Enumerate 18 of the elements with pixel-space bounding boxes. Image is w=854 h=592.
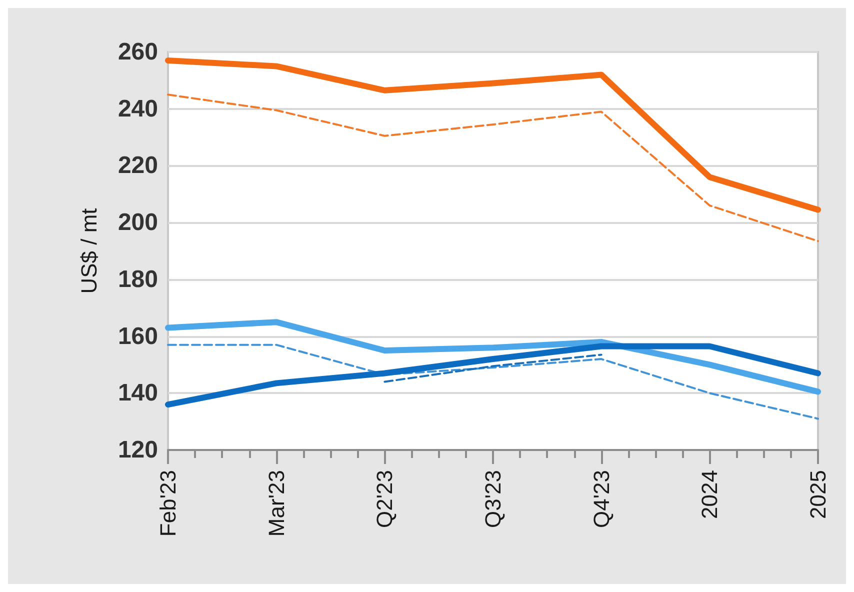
line-series — [167, 94, 819, 242]
y-tick-label: 260 — [118, 38, 158, 66]
y-tick-label: 140 — [118, 380, 158, 407]
y-tick-label: 240 — [118, 95, 158, 122]
y-axis-title: US$ / mt — [76, 208, 102, 294]
y-tick-label: 180 — [118, 266, 158, 293]
x-tick-label: 2025 — [806, 470, 830, 519]
x-tick-label: 2024 — [697, 470, 722, 519]
x-tick-label: Mar'23 — [264, 470, 289, 537]
x-tick-label: Q2'23 — [372, 470, 398, 528]
y-tick-label: 120 — [118, 436, 158, 464]
y-tick-label: 160 — [118, 322, 158, 350]
x-tick-label: Q3'23 — [480, 470, 506, 528]
y-tick-label: 220 — [118, 152, 158, 180]
line-series — [167, 344, 819, 420]
x-tick-label: Q4'23 — [588, 470, 614, 528]
y-tick-label: 200 — [118, 209, 158, 236]
x-tick-label: Feb'23 — [156, 470, 180, 537]
